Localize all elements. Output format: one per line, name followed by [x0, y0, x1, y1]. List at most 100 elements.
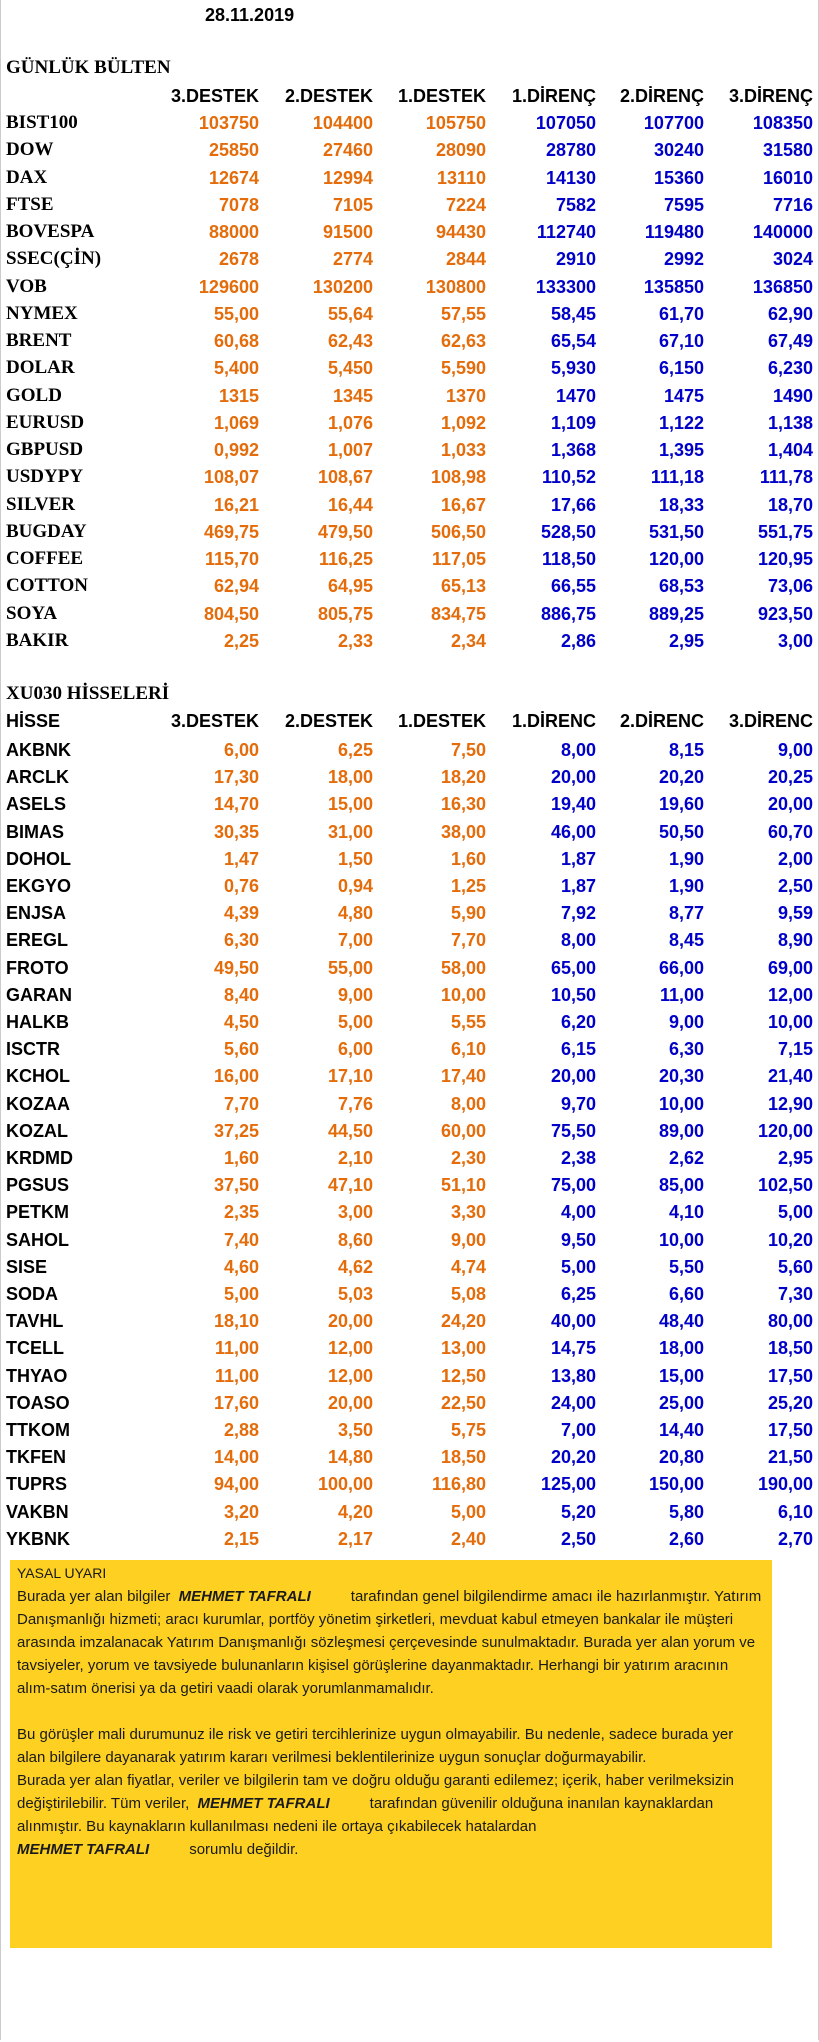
- level-value: 65,54: [550, 331, 596, 351]
- level-value: 1,122: [658, 412, 704, 433]
- level-value: 5,90: [450, 903, 486, 924]
- level-value: 48,40: [658, 1311, 704, 1332]
- level-value: 12,50: [440, 1365, 486, 1386]
- level-value: 1,368: [550, 440, 596, 460]
- legal-notice: YASAL UYARI Burada yer alan bilgiler MEH…: [10, 1560, 772, 1948]
- author: MEHMET TAFRALI: [17, 1841, 150, 1858]
- level-value: 5,930: [550, 358, 596, 379]
- stock-name: YKBNK: [6, 1528, 71, 1549]
- level-value: 6,20: [560, 1012, 596, 1032]
- level-value: 115,70: [204, 549, 259, 569]
- level-value: 46,00: [550, 821, 596, 842]
- instrument-name: BUGDAY: [6, 520, 87, 542]
- level-value: 886,75: [540, 603, 596, 624]
- level-value: 49,50: [213, 957, 259, 978]
- level-value: 16,44: [327, 494, 373, 515]
- level-value: 116,80: [431, 1474, 486, 1495]
- level-value: 7595: [663, 194, 704, 215]
- level-value: 6,30: [223, 930, 259, 951]
- level-value: 62,90: [767, 303, 813, 324]
- level-value: 14,00: [213, 1447, 259, 1468]
- stock-name: ISCTR: [6, 1039, 60, 1060]
- instrument-name: GOLD: [6, 384, 62, 406]
- level-value: 40,00: [550, 1311, 596, 1332]
- level-value: 17,50: [767, 1365, 813, 1386]
- level-value: 1,47: [223, 848, 259, 869]
- stock-name: HALKB: [6, 1012, 69, 1032]
- level-value: 135850: [643, 276, 704, 297]
- level-value: 10,20: [767, 1229, 813, 1250]
- level-value: 9,00: [668, 1012, 704, 1032]
- level-value: 12,90: [767, 1093, 813, 1114]
- level-value: 18,10: [213, 1311, 259, 1332]
- level-value: 3024: [772, 249, 813, 270]
- stock-name: KOZAL: [6, 1120, 68, 1141]
- level-value: 150,00: [648, 1474, 704, 1495]
- level-value: 6,30: [668, 1039, 704, 1060]
- instrument-name: GBPUSD: [6, 439, 84, 460]
- level-value: 15,00: [658, 1365, 704, 1386]
- column-header: 2.DESTEK: [284, 86, 373, 106]
- level-value: 12,00: [327, 1365, 373, 1386]
- stock-name: THYAO: [6, 1365, 68, 1386]
- level-value: 7,15: [777, 1039, 813, 1060]
- level-value: 1,90: [668, 876, 704, 896]
- stock-name: EKGYO: [6, 876, 72, 896]
- stock-name: PGSUS: [6, 1175, 70, 1196]
- level-value: 5,590: [440, 358, 486, 379]
- instrument-name: DOLAR: [6, 357, 75, 379]
- notice-paragraph: Burada yer alan fiyatlar, veriler ve bil…: [17, 1769, 765, 1861]
- level-value: 6,230: [767, 358, 813, 379]
- level-value: 3,00: [777, 630, 813, 651]
- level-value: 111,18: [650, 467, 704, 488]
- level-value: 19,40: [550, 794, 596, 815]
- level-value: 7,00: [560, 1420, 596, 1440]
- level-value: 2,95: [668, 630, 704, 651]
- level-value: 10,50: [550, 984, 596, 1005]
- level-value: 834,75: [430, 603, 486, 624]
- level-value: 136850: [752, 276, 813, 297]
- level-value: 30,35: [213, 821, 259, 842]
- level-value: 1,60: [223, 1148, 259, 1168]
- level-value: 118,50: [541, 549, 596, 569]
- level-value: 1,60: [450, 848, 486, 869]
- level-value: 27460: [322, 140, 373, 161]
- instrument-name: COTTON: [6, 575, 89, 597]
- level-value: 94,00: [213, 1474, 259, 1495]
- level-value: 116,25: [318, 549, 373, 569]
- instrument-name: COFFEE: [6, 548, 84, 569]
- level-value: 16,21: [213, 494, 259, 515]
- level-value: 9,50: [560, 1229, 596, 1250]
- level-value: 105750: [425, 113, 486, 133]
- level-value: 13,00: [440, 1338, 486, 1359]
- level-value: 20,00: [327, 1311, 373, 1332]
- level-value: 8,60: [337, 1229, 373, 1250]
- level-value: 67,10: [658, 331, 704, 351]
- level-value: 58,45: [550, 303, 596, 324]
- notice-text: tarafından genel bilgilendirme amacı ile…: [17, 1588, 762, 1697]
- stocks-title: XU030 HİSSELERİ: [6, 683, 170, 704]
- level-value: 10,00: [658, 1229, 704, 1250]
- level-value: 0,992: [213, 440, 259, 460]
- level-value: 102,50: [757, 1175, 813, 1196]
- level-value: 108,07: [203, 467, 259, 488]
- level-value: 2,88: [223, 1420, 259, 1440]
- level-value: 25,20: [767, 1392, 813, 1413]
- level-value: 112740: [536, 222, 596, 242]
- level-value: 4,62: [337, 1256, 373, 1277]
- level-value: 75,50: [550, 1120, 596, 1141]
- level-value: 11,00: [214, 1338, 259, 1359]
- instrument-name: EURUSD: [6, 411, 85, 433]
- level-value: 8,40: [223, 984, 259, 1005]
- level-value: 7224: [445, 194, 486, 215]
- stock-name: TOASO: [6, 1392, 70, 1413]
- level-value: 2,10: [337, 1148, 373, 1168]
- level-value: 17,50: [767, 1420, 813, 1440]
- level-value: 16010: [762, 167, 813, 188]
- level-value: 64,95: [327, 576, 373, 597]
- level-value: 18,50: [440, 1447, 486, 1468]
- column-header: 1.DİRENC: [511, 711, 596, 731]
- level-value: 8,00: [560, 930, 596, 951]
- level-value: 1,033: [440, 440, 486, 460]
- level-value: 4,50: [223, 1012, 259, 1032]
